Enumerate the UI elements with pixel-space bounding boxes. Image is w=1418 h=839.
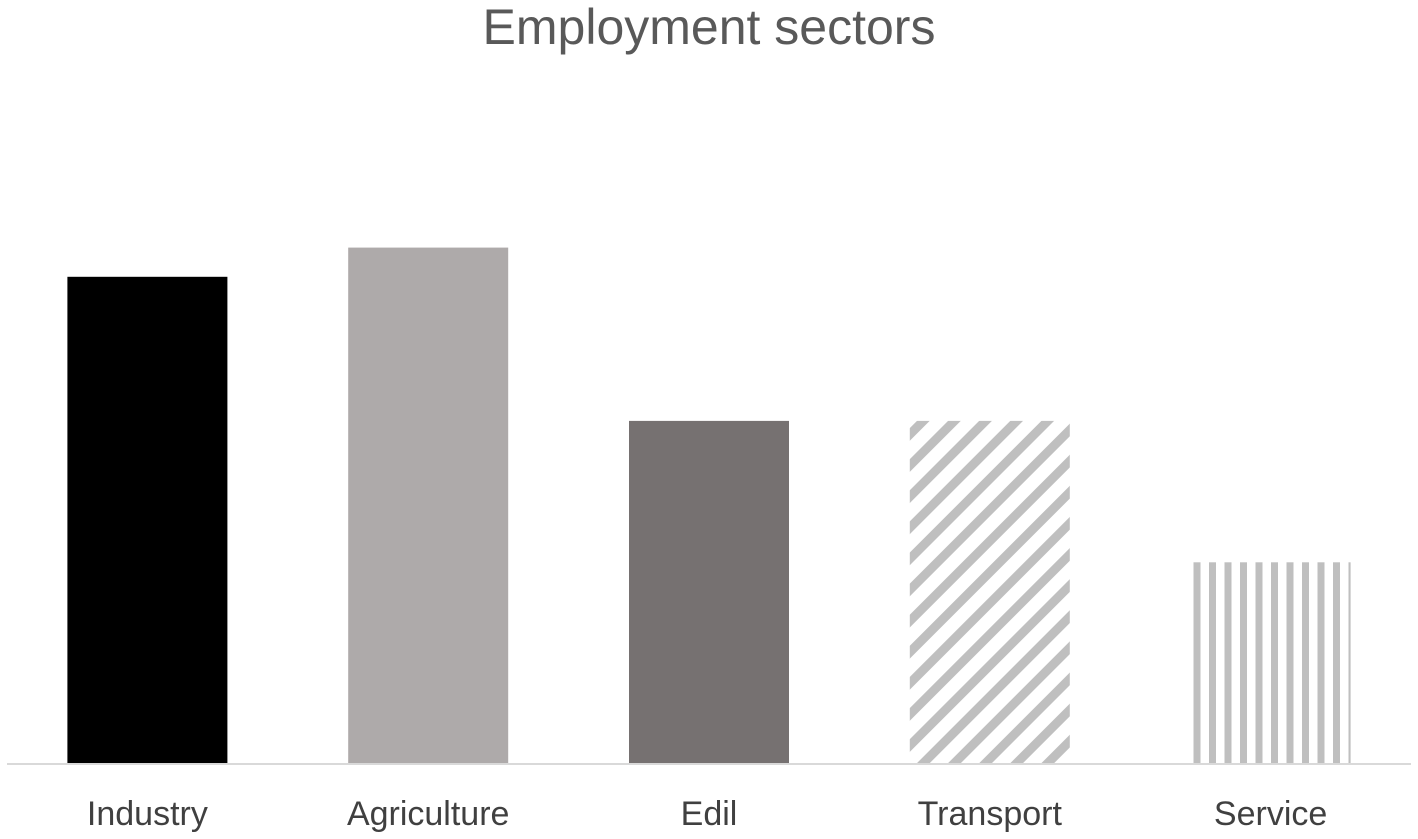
bar-service: [1190, 562, 1351, 763]
bars-layer: [67, 247, 1351, 764]
bar-edil: [629, 420, 789, 763]
chart-title: Employment sectors: [483, 0, 936, 55]
x-tick-labels: Industry Agriculture Edil Transport Service: [87, 795, 1327, 833]
x-tick-label: Agriculture: [347, 795, 510, 833]
bar-industry: [67, 276, 228, 763]
x-tick-label: Industry: [87, 795, 208, 833]
x-tick-label: Edil: [681, 795, 738, 833]
x-tick-label: Service: [1214, 795, 1327, 833]
bar-agriculture: [348, 247, 509, 764]
x-tick-label: Transport: [918, 795, 1063, 833]
bar-transport: [909, 420, 1070, 763]
